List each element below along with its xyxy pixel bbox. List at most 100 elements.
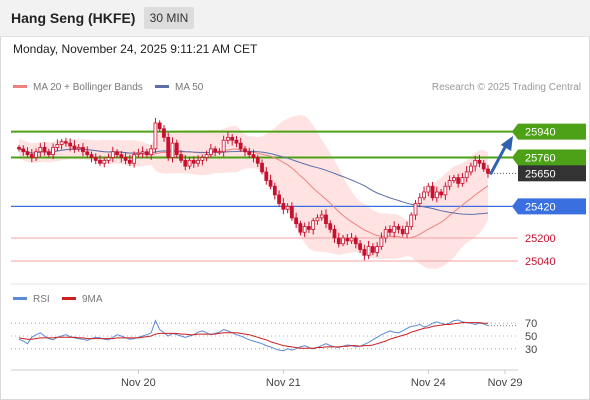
candle: [102, 157, 107, 168]
candle-body: [213, 148, 218, 153]
rsi-ma-legend-swatch: [62, 297, 76, 300]
candle-body: [443, 185, 448, 196]
timeframe-badge[interactable]: 30 MIN: [144, 7, 194, 29]
candle-body: [336, 237, 341, 245]
candle: [460, 172, 465, 187]
candle: [174, 139, 179, 159]
candle: [332, 225, 337, 243]
candle: [341, 234, 345, 247]
instrument-title: Hang Seng (HKFE): [11, 10, 136, 26]
candle: [353, 235, 358, 249]
legend-rsi: RSI 9MA: [13, 294, 103, 305]
rsi-legend-label: RSI: [33, 294, 50, 305]
candle-body: [170, 142, 175, 158]
candle: [443, 182, 448, 200]
rsi-ma-line: [18, 322, 488, 349]
rsi-ma-legend-label: 9MA: [82, 294, 103, 305]
candle: [238, 137, 243, 152]
candle-body: [332, 228, 337, 239]
candle: [281, 198, 286, 215]
candle: [358, 240, 362, 253]
candle-body: [59, 141, 64, 145]
candle: [170, 137, 175, 163]
candle: [345, 233, 350, 246]
candle: [264, 167, 269, 185]
candle-body: [362, 249, 367, 256]
candle-body: [319, 214, 324, 219]
candle: [166, 132, 171, 161]
candle-body: [157, 122, 162, 130]
candle: [51, 143, 56, 159]
candle-body: [430, 185, 435, 199]
candle: [140, 146, 145, 158]
candle-body: [345, 237, 350, 242]
candle-body: [196, 159, 200, 164]
candle-body: [251, 154, 256, 158]
candle: [477, 154, 482, 168]
candle-body: [285, 205, 290, 210]
candle: [383, 226, 388, 243]
candle: [123, 152, 128, 165]
candle-body: [34, 151, 38, 158]
candle-body: [98, 159, 102, 164]
candle: [226, 131, 230, 144]
support-label-pointer: [512, 198, 518, 215]
candle-body: [298, 223, 303, 233]
candle: [409, 212, 414, 230]
candle-body: [208, 148, 213, 156]
candle: [46, 148, 51, 158]
candle-body: [324, 214, 328, 225]
rsi-line: [18, 319, 489, 352]
candle-body: [417, 197, 422, 204]
candle: [204, 150, 209, 162]
candle-body: [64, 141, 68, 144]
candle: [179, 150, 183, 163]
target-label: 25040: [525, 256, 556, 268]
candle-body: [277, 194, 281, 204]
candle: [76, 143, 81, 152]
candle: [106, 153, 111, 164]
candle: [451, 174, 456, 184]
candle-body: [179, 154, 183, 161]
candle-body: [366, 246, 371, 256]
x-tick-label: Nov 24: [411, 377, 446, 389]
candle: [157, 120, 162, 132]
resistance-label-pointer: [512, 149, 518, 166]
candle-body: [29, 154, 34, 158]
candle: [162, 125, 166, 142]
ma50-legend-swatch: [155, 85, 169, 88]
x-tick-label: Nov 20: [121, 377, 156, 389]
candle-body: [370, 246, 375, 253]
ma50-legend-label: MA 50: [175, 82, 204, 93]
candle-body: [42, 147, 47, 153]
forecast-arrowhead: [500, 135, 514, 152]
candle: [439, 188, 443, 199]
candle: [260, 159, 264, 175]
rsi-tick-label: 30: [525, 344, 537, 356]
candle-body: [349, 237, 354, 242]
candle: [272, 182, 277, 200]
candle: [42, 142, 47, 156]
candle: [426, 182, 431, 197]
candle-body: [460, 177, 465, 184]
candle-body: [93, 157, 98, 161]
candle-body: [447, 180, 452, 187]
candle: [268, 174, 273, 190]
candle-body: [409, 214, 414, 227]
candle-body: [328, 223, 333, 230]
candle-body: [127, 159, 132, 164]
candle: [110, 146, 115, 163]
candle: [187, 157, 192, 170]
candle-body: [260, 162, 264, 173]
candle: [277, 190, 281, 207]
candle-body: [469, 165, 473, 173]
candle-body: [72, 145, 77, 150]
candle: [17, 144, 21, 152]
candle-body: [38, 147, 43, 153]
candle: [213, 146, 218, 157]
candle: [68, 138, 73, 152]
candle: [302, 222, 307, 237]
candle-body: [353, 237, 358, 245]
candle: [251, 149, 256, 163]
candle-body: [21, 148, 26, 153]
